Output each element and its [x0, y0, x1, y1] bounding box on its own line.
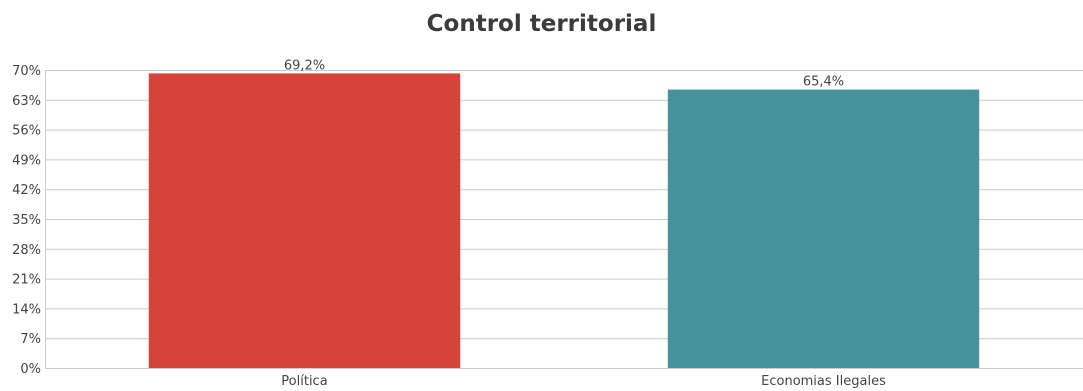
bar[interactable] [667, 89, 980, 368]
y-tick-label: 35% [12, 213, 41, 228]
y-tick-label: 28% [12, 243, 41, 258]
y-tick-label: 0% [20, 362, 41, 377]
y-tick-label: 63% [12, 94, 41, 109]
y-tick-label: 21% [12, 273, 41, 288]
chart-title: Control territorial [426, 11, 657, 37]
y-tick-label: 14% [12, 302, 41, 317]
data-label: 65,4% [803, 75, 844, 90]
y-tick-label: 42% [12, 183, 41, 198]
x-tick-label: Economias Ilegales [761, 374, 886, 389]
y-tick-label: 70% [12, 64, 41, 79]
y-tick-label: 7% [20, 332, 41, 347]
y-tick-label: 49% [12, 153, 41, 168]
x-tick-label: Política [281, 374, 327, 389]
bar[interactable] [148, 73, 461, 369]
y-tick-label: 56% [12, 124, 41, 139]
data-label: 69,2% [284, 58, 325, 73]
